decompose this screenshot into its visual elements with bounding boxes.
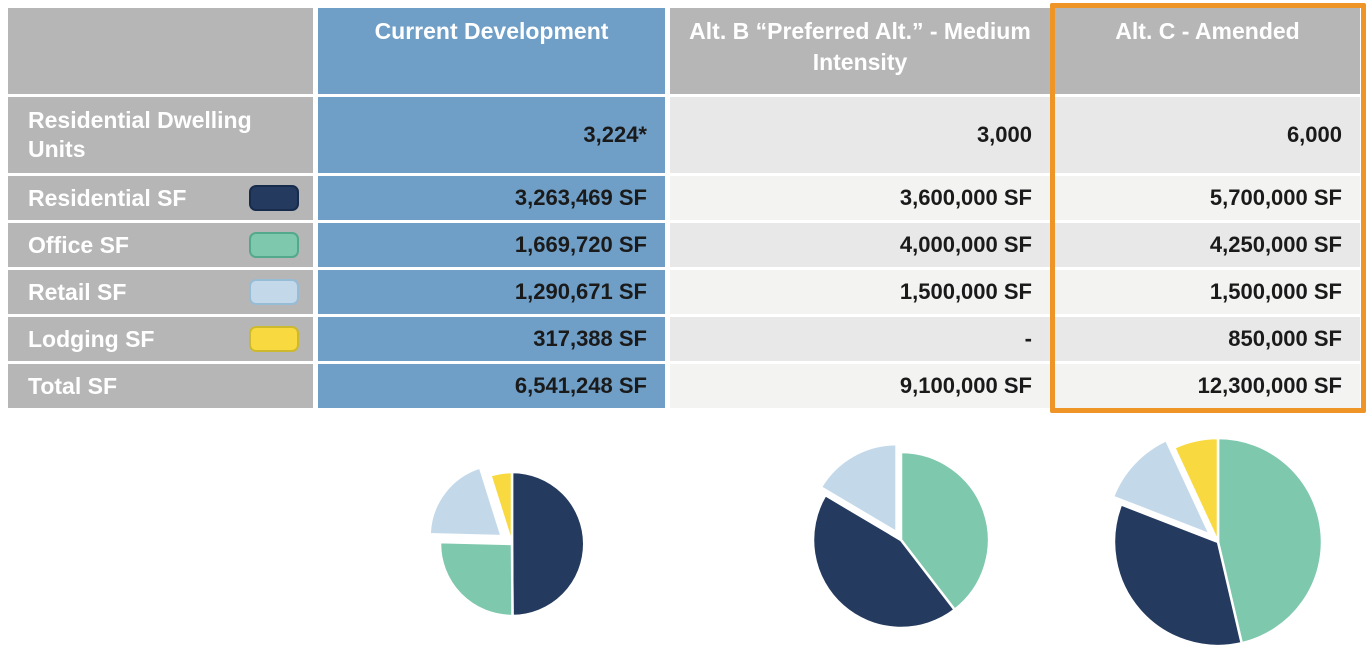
pie-slice-0-residential — [510, 470, 586, 618]
pie-chart-1 — [811, 442, 991, 630]
table-cell-current-lodging-sf: 317,388 SF — [318, 317, 665, 361]
row-label-text: Residential Dwelling Units — [28, 107, 252, 162]
row-label-office-sf: Office SF — [8, 223, 313, 267]
table-cell-altb-office-sf: 4,000,000 SF — [670, 223, 1050, 267]
pie-slice-2-office — [1112, 503, 1243, 648]
pie-slice-1-residential — [899, 450, 991, 611]
header-alt-b: Alt. B “Preferred Alt.” - Medium Intensi… — [670, 8, 1050, 94]
table-cell-altc-office-sf: 4,250,000 SF — [1055, 223, 1360, 267]
row-label-total-sf: Total SF — [8, 364, 313, 408]
table-cell-current-residential-sf: 3,263,469 SF — [318, 176, 665, 220]
residential-legend-swatch — [249, 185, 299, 211]
pie-slice-1-retail — [819, 442, 898, 534]
table-cell-current-office-sf: 1,669,720 SF — [318, 223, 665, 267]
table-cell-altb-dwelling-units: 3,000 — [670, 97, 1050, 173]
table-cell-altc-retail-sf: 1,500,000 SF — [1055, 270, 1360, 314]
row-label-text: Retail SF — [28, 278, 127, 305]
pie-chart-2 — [1111, 436, 1324, 648]
lodging-legend-swatch — [249, 326, 299, 352]
row-label-text: Office SF — [28, 231, 129, 258]
pie-chart-0 — [428, 466, 586, 618]
table-cell-altc-total-sf: 12,300,000 SF — [1055, 364, 1360, 408]
pie-slice-2-retail — [1111, 438, 1212, 536]
table-cell-current-retail-sf: 1,290,671 SF — [318, 270, 665, 314]
row-label-retail-sf: Retail SF — [8, 270, 313, 314]
pie-charts-canvas — [428, 436, 1324, 648]
row-label-lodging-sf: Lodging SF — [8, 317, 313, 361]
pie-slice-0-lodging — [489, 470, 514, 546]
pie-slice-0-retail — [428, 466, 503, 538]
comparison-table: Current Development Alt. B “Preferred Al… — [8, 8, 1360, 408]
pie-slice-2-residential — [1216, 436, 1324, 645]
table-cell-altb-total-sf: 9,100,000 SF — [670, 364, 1050, 408]
row-label-residential-sf: Residential SF — [8, 176, 313, 220]
row-label-text: Lodging SF — [28, 325, 155, 352]
table-cell-altc-dwelling-units: 6,000 — [1055, 97, 1360, 173]
pie-slice-0-office — [438, 540, 514, 618]
header-current-development: Current Development — [318, 8, 665, 94]
header-alt-c: Alt. C - Amended — [1055, 8, 1360, 94]
pie-slice-2-lodging — [1173, 436, 1220, 544]
table-cell-current-total-sf: 6,541,248 SF — [318, 364, 665, 408]
office-legend-swatch — [249, 232, 299, 258]
table-cell-altc-lodging-sf: 850,000 SF — [1055, 317, 1360, 361]
pie-slice-1-office — [811, 493, 956, 630]
row-label-text: Total SF — [28, 372, 118, 399]
header-blank — [8, 8, 313, 94]
table-cell-altb-residential-sf: 3,600,000 SF — [670, 176, 1050, 220]
table-cell-altb-retail-sf: 1,500,000 SF — [670, 270, 1050, 314]
row-label-residential-dwelling-units: Residential Dwelling Units — [8, 97, 313, 173]
table-cell-current-dwelling-units: 3,224* — [318, 97, 665, 173]
retail-legend-swatch — [249, 279, 299, 305]
table-cell-altb-lodging-sf: - — [670, 317, 1050, 361]
row-label-text: Residential SF — [28, 184, 187, 211]
table-cell-altc-residential-sf: 5,700,000 SF — [1055, 176, 1360, 220]
